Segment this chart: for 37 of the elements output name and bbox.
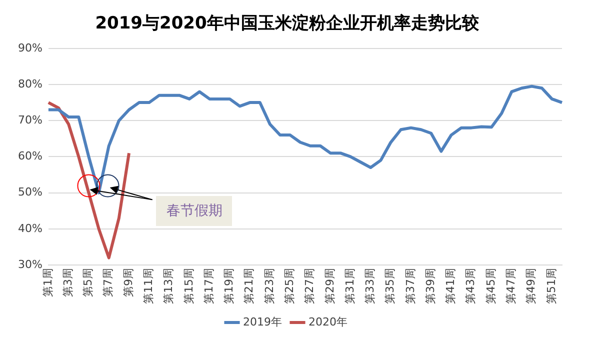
x-tick-label: 第17周 (202, 268, 216, 304)
legend-label: 2019年 (243, 315, 282, 328)
x-tick-label: 第31周 (343, 268, 356, 304)
x-tick-label: 第49周 (524, 268, 538, 304)
chart-title: 2019与2020年中国玉米淀粉企业开机率走势比较 (95, 14, 480, 34)
y-tick-label: 60% (18, 150, 42, 163)
x-tick-label: 第11周 (142, 268, 156, 304)
y-tick-label: 30% (18, 258, 42, 271)
x-tick-label: 第33周 (364, 268, 377, 304)
y-tick-label: 80% (18, 77, 42, 90)
x-tick-label: 第23周 (262, 268, 276, 304)
annotation: 春节假期 (156, 196, 232, 226)
y-tick-label: 50% (18, 186, 42, 199)
x-tick-label: 第1周 (41, 268, 54, 298)
x-tick-label: 第5周 (82, 268, 95, 298)
x-tick-label: 第27周 (303, 268, 316, 304)
x-tick-label: 第9周 (122, 268, 135, 298)
x-tick-label: 第29周 (323, 268, 336, 304)
x-tick-label: 第13周 (162, 268, 176, 304)
x-tick-label: 第25周 (282, 268, 296, 304)
x-tick-label: 第19周 (222, 268, 236, 304)
x-tick-label: 第3周 (61, 268, 74, 298)
x-tick-label: 第47周 (504, 268, 518, 304)
x-tick-label: 第21周 (242, 268, 256, 304)
legend-label: 2020年 (308, 315, 348, 328)
x-tick-label: 第37周 (404, 268, 417, 304)
x-tick-label: 第43周 (464, 268, 478, 304)
x-tick-label: 第7周 (102, 268, 115, 298)
x-tick-label: 第45周 (484, 268, 498, 304)
x-tick-label: 第39周 (424, 268, 437, 304)
x-tick-label: 第41周 (444, 268, 458, 304)
y-tick-label: 90% (18, 41, 42, 54)
x-tick-label: 第51周 (544, 268, 558, 304)
y-tick-label: 40% (18, 222, 42, 235)
x-tick-label: 第15周 (182, 268, 196, 304)
y-tick-label: 70% (18, 113, 42, 126)
x-tick-label: 第35周 (384, 268, 397, 304)
